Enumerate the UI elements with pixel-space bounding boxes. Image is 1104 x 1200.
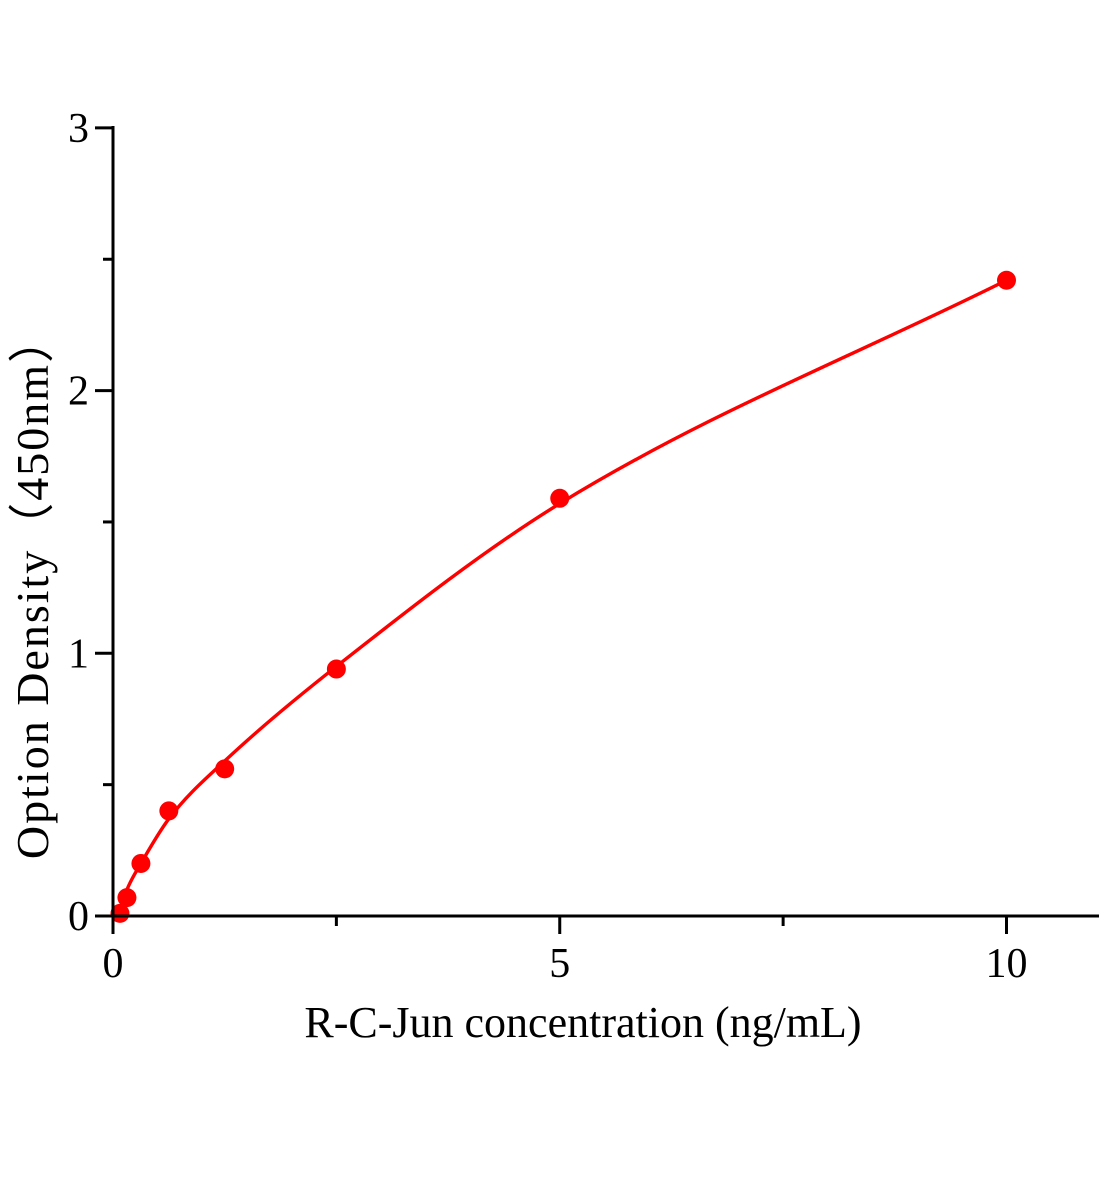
data-points-layer [110,270,1016,923]
x-tick-label: 5 [549,941,570,987]
y-tick-label: 2 [68,369,89,415]
data-point [159,801,179,821]
data-point [326,659,346,679]
axes-layer [95,126,1099,934]
data-point [550,488,570,508]
fit-curve-layer [118,278,1009,913]
data-point [131,853,151,873]
tick-labels-layer: 0 5 10 0 1 2 3 [68,106,1028,987]
x-axis-title: R-C-Jun concentration (ng/mL) [304,998,861,1047]
y-tick-label: 1 [68,631,89,677]
data-point [215,759,235,779]
y-tick-label: 0 [68,894,89,940]
x-tick-label: 0 [103,941,124,987]
data-point [110,903,130,923]
y-axis-title: Option Density（450nm） [7,315,58,859]
x-tick-label: 10 [986,941,1028,987]
data-point [117,888,137,908]
data-point [997,270,1016,290]
fit-curve [118,278,1009,913]
y-tick-label: 3 [68,106,89,152]
